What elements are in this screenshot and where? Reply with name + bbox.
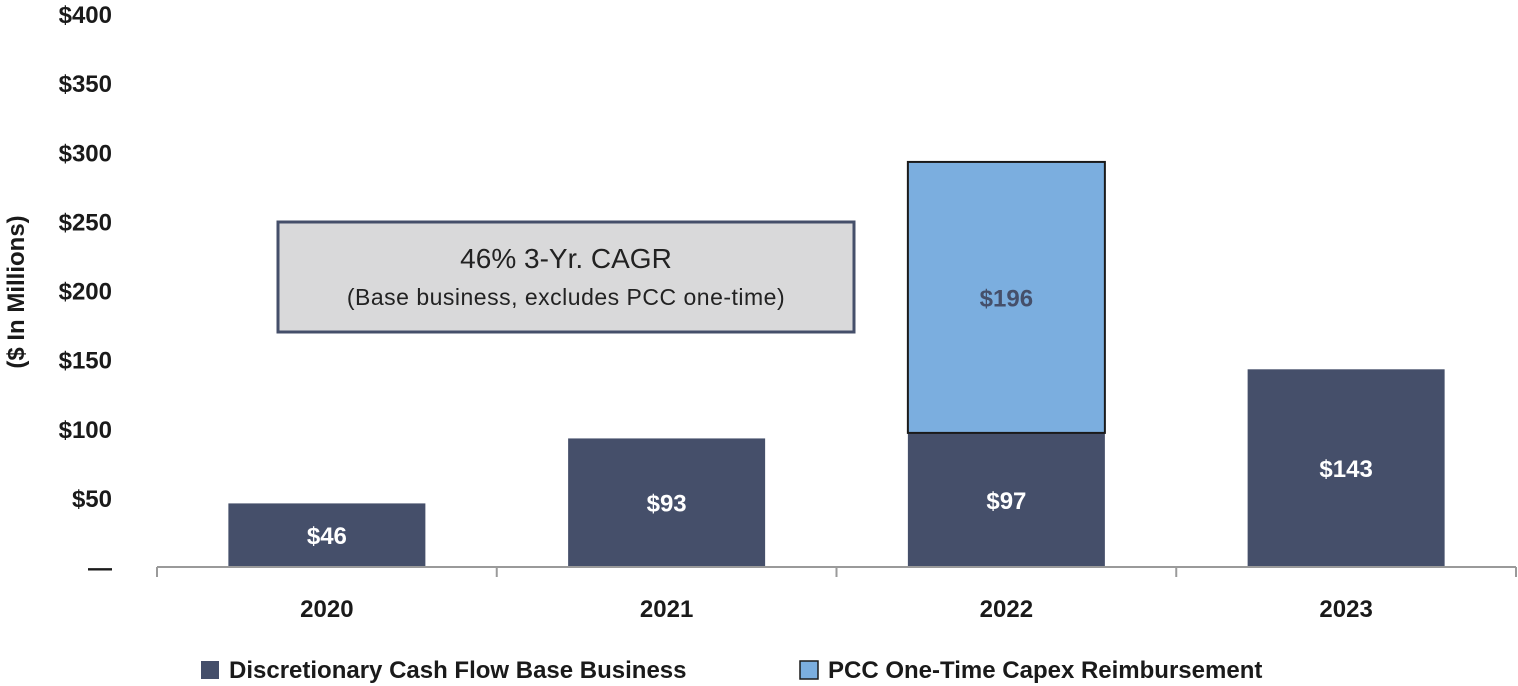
x-axis-ticks: 2020 2021 2022 2023 (156, 567, 1517, 623)
y-tick-label: — (88, 555, 112, 582)
data-label: $93 (647, 491, 687, 518)
legend-item: PCC One-Time Capex Reimbursement (799, 657, 1262, 684)
y-tick-label: $150 (59, 348, 112, 375)
y-axis-ticks: — $50 $100 $150 $200 $250 $300 $350 $400 (59, 2, 112, 582)
bar-pcc-reimbursement-2022 (906, 160, 1106, 434)
x-tick-label: 2021 (640, 596, 693, 623)
bar-base-business-2023 (1247, 369, 1445, 567)
bar-base-business-2022 (907, 432, 1105, 567)
annotation-box (276, 220, 856, 334)
x-tick-label: 2022 (980, 596, 1033, 623)
y-tick-label: $400 (59, 2, 112, 29)
data-labels: $46 $93 $97 $196 $143 (307, 285, 1373, 550)
legend-item: Discretionary Cash Flow Base Business (201, 657, 687, 684)
bars (228, 160, 1445, 567)
bar-base-business-2021 (568, 438, 766, 567)
bar-base-business-2020 (228, 503, 426, 567)
data-label: $46 (307, 523, 347, 550)
annotation-title: 46% 3-Yr. CAGR (460, 243, 672, 274)
y-tick-label: $200 (59, 279, 112, 306)
data-label: $196 (980, 285, 1033, 312)
legend-label: Discretionary Cash Flow Base Business (229, 657, 687, 684)
legend-label: PCC One-Time Capex Reimbursement (828, 657, 1262, 684)
y-tick-label: $50 (72, 486, 112, 513)
data-label: $97 (986, 488, 1026, 515)
x-tick-label: 2020 (300, 596, 353, 623)
legend: Discretionary Cash Flow Base Business PCC… (201, 657, 1262, 684)
legend-swatch (201, 661, 219, 679)
legend-swatch (799, 660, 819, 680)
y-tick-label: $250 (59, 209, 112, 236)
y-tick-label: $300 (59, 140, 112, 167)
y-tick-label: $350 (59, 71, 112, 98)
data-label: $143 (1319, 456, 1372, 483)
cagr-annotation: 46% 3-Yr. CAGR (Base business, excludes … (276, 220, 856, 334)
annotation-subtitle: (Base business, excludes PCC one-time) (347, 284, 785, 310)
y-tick-label: $100 (59, 417, 112, 444)
y-axis-label: ($ In Millions) (3, 215, 30, 368)
x-tick-label: 2023 (1319, 596, 1372, 623)
